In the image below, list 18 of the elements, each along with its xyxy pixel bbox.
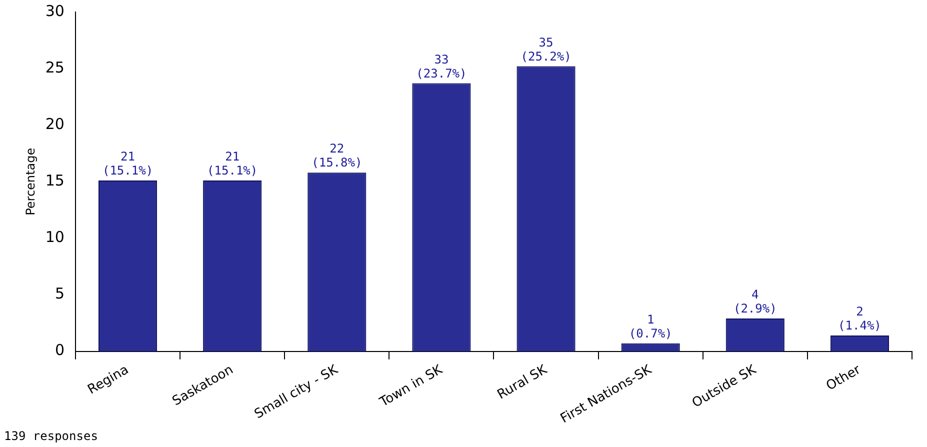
data-label: 1 (0.7%) bbox=[628, 312, 672, 341]
data-label: 4 (2.9%) bbox=[733, 288, 777, 316]
text: 139 responses bbox=[4, 429, 98, 443]
y-tick-label: 20 bbox=[45, 115, 64, 133]
data-label: 2 (1.4%) bbox=[838, 304, 882, 333]
y-tick-label: 15 bbox=[45, 172, 64, 190]
data-label: 21 (15.1%) bbox=[102, 150, 154, 178]
data-label: 22 (15.8%) bbox=[312, 142, 362, 170]
data-label: 33 (23.7%) bbox=[416, 52, 467, 80]
y-tick-label: 30 bbox=[45, 2, 64, 20]
y-tick-label: 0 bbox=[54, 341, 64, 360]
y-tick-label: 25 bbox=[45, 58, 64, 76]
y-axis-title: Percentage bbox=[23, 148, 38, 216]
data-label: 35 (25.2%) bbox=[520, 35, 572, 64]
y-tick-label: 10 bbox=[45, 228, 64, 246]
y-tick-label: 5 bbox=[54, 284, 64, 303]
x-tick-label: Town in SK bbox=[376, 362, 446, 411]
data-label: 21 (15.1%) bbox=[207, 150, 258, 178]
